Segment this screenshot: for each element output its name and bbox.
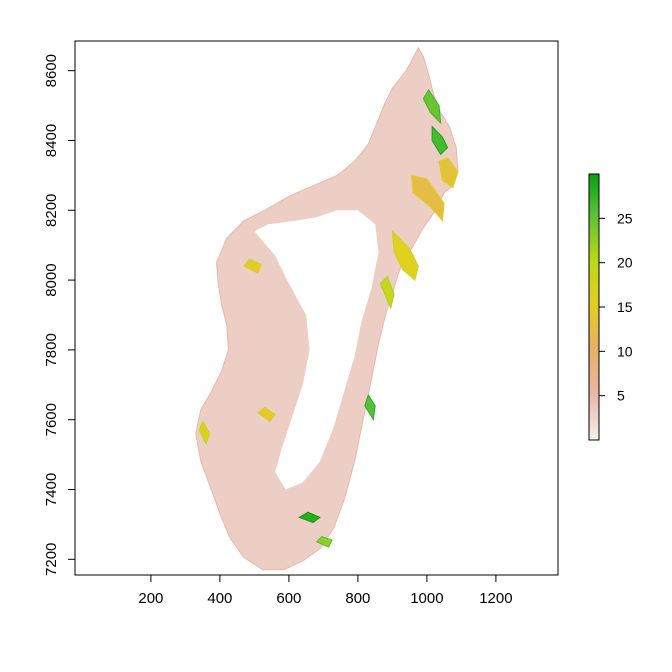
y-tick-label: 8400 xyxy=(43,124,60,157)
legend-tick-label: 15 xyxy=(617,299,633,315)
legend-tick-label: 25 xyxy=(617,210,633,226)
high-value-zone xyxy=(315,536,333,548)
x-axis: 200 400 600 800 1000 1200 xyxy=(138,574,513,607)
legend-tick-label: 5 xyxy=(617,388,625,404)
high-value-zone xyxy=(257,406,276,423)
high-value-zone xyxy=(243,258,262,274)
y-tick-label: 7200 xyxy=(43,543,60,576)
x-tick-label: 600 xyxy=(276,590,301,607)
x-tick-label: 400 xyxy=(207,590,232,607)
raster-layer xyxy=(195,46,459,571)
legend-tick-label: 20 xyxy=(617,255,633,271)
y-axis: 7200 7400 7600 7800 8000 8200 8400 8600 xyxy=(43,54,76,576)
high-value-zone xyxy=(364,394,376,422)
y-tick-label: 8000 xyxy=(43,263,60,296)
y-tick-label: 7400 xyxy=(43,473,60,506)
x-tick-label: 1000 xyxy=(410,590,443,607)
interior-sparse-region xyxy=(254,210,379,490)
high-value-zone xyxy=(391,229,419,282)
y-tick-label: 7600 xyxy=(43,403,60,436)
high-value-zone xyxy=(410,174,445,222)
high-value-zone xyxy=(431,125,449,156)
high-value-zone xyxy=(422,88,442,125)
y-tick-label: 7800 xyxy=(43,333,60,366)
high-value-zone xyxy=(379,275,395,310)
legend-colorbar xyxy=(588,173,600,441)
color-legend: 5 10 15 20 25 xyxy=(588,173,633,441)
y-tick-label: 8200 xyxy=(43,194,60,227)
legend-ticks: 5 10 15 20 25 xyxy=(599,210,633,404)
high-value-zone xyxy=(198,420,211,446)
high-value-zone xyxy=(298,511,321,524)
high-value-zone xyxy=(438,157,459,189)
legend-tick-label: 10 xyxy=(617,343,633,359)
y-tick-label: 8600 xyxy=(43,54,60,87)
x-tick-label: 200 xyxy=(138,590,163,607)
x-tick-label: 800 xyxy=(345,590,370,607)
x-tick-label: 1200 xyxy=(479,590,512,607)
